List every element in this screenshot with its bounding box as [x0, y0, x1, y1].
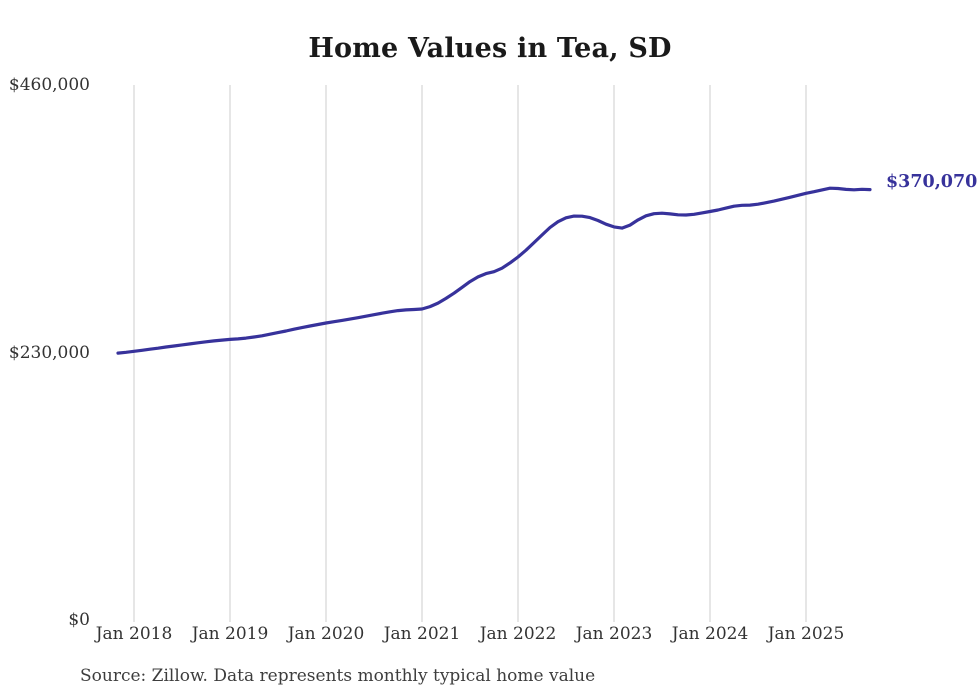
x-tick-label-2024-01: Jan 2024: [671, 624, 749, 644]
x-tick-label-2022-01: Jan 2022: [479, 624, 557, 644]
x-tick-label-2019-01: Jan 2019: [191, 624, 269, 644]
chart-title: Home Values in Tea, SD: [308, 33, 672, 64]
y-tick-label-230000: $230,000: [8, 343, 90, 363]
home-value-line: [116, 186, 872, 355]
x-tick-label-2021-01: Jan 2021: [383, 624, 461, 644]
y-tick-label-0: $0: [68, 610, 90, 630]
x-tick-label-2020-01: Jan 2020: [287, 624, 365, 644]
x-tick-label-2023-01: Jan 2023: [575, 624, 653, 644]
x-tick-label-2025-01: Jan 2025: [767, 624, 845, 644]
source-note: Source: Zillow. Data represents monthly …: [80, 666, 596, 686]
x-tick-label-2018-01: Jan 2018: [95, 624, 173, 644]
latest-value-label: $370,070: [886, 172, 978, 192]
y-tick-label-460000: $460,000: [8, 75, 90, 95]
vertical-gridlines: [133, 85, 807, 622]
